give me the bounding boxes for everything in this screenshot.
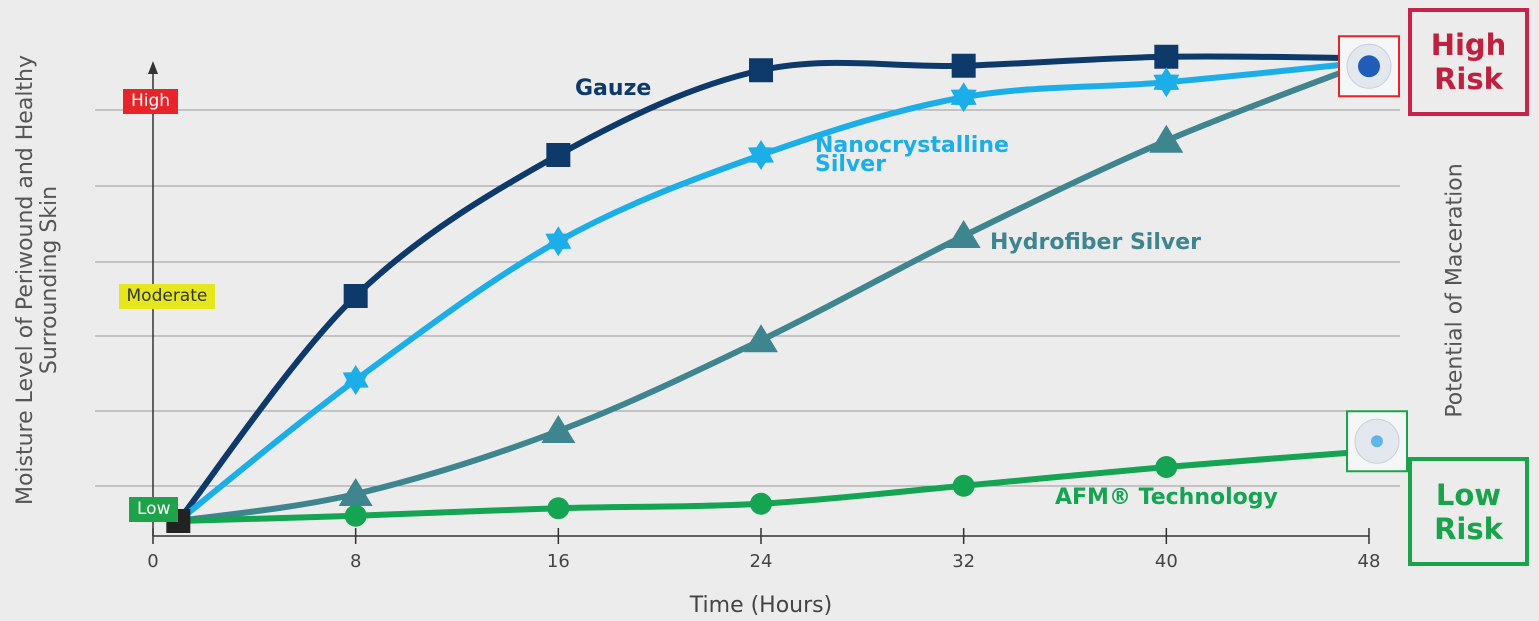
y-tick-label: Low (129, 497, 178, 522)
x-tick-label: 24 (750, 551, 773, 572)
marker (748, 140, 774, 170)
marker (947, 220, 981, 248)
marker (750, 493, 772, 515)
series-label: Hydrofiber Silver (990, 230, 1201, 255)
dressing-icon-dot (1371, 435, 1383, 447)
marker (547, 497, 569, 519)
y-axis-arrow (148, 61, 158, 74)
marker (749, 58, 773, 82)
x-axis-title: Time (Hours) (689, 593, 832, 618)
marker (1155, 456, 1177, 478)
right-axis-title: Potential of Maceration (1443, 141, 1468, 441)
marker (546, 143, 570, 167)
x-tick-label: 8 (350, 551, 361, 572)
y-axis-title: Moisture Level of Periwound and Healthy … (14, 50, 62, 510)
series-label: Nanocrystalline Silver (815, 136, 1015, 174)
series-label: Gauze (575, 76, 651, 101)
high-risk-label: High Risk (1408, 8, 1529, 116)
low-risk-label: Low Risk (1408, 457, 1529, 566)
chart: 0 8 16 24 32 40 48 Time (Hours) Gauze Hydrofiber … (0, 0, 1539, 621)
dressing-icon-dot (1358, 55, 1380, 77)
y-tick-label: High (123, 89, 178, 114)
x-tick-label: 48 (1358, 551, 1381, 572)
series-label: AFM® Technology (1055, 485, 1278, 510)
x-tick-label: 16 (547, 551, 570, 572)
marker (545, 226, 571, 256)
y-tick-label: Moderate (119, 284, 216, 309)
plot: 0 8 16 24 32 40 48 Time (Hours) Gauze Hydrofiber … (0, 0, 1539, 621)
x-tick-label: 40 (1155, 551, 1178, 572)
marker (344, 284, 368, 308)
marker (345, 505, 367, 527)
marker (744, 324, 778, 352)
x-tick-label: 32 (952, 551, 975, 572)
marker (952, 54, 976, 78)
marker (1154, 45, 1178, 69)
marker (953, 475, 975, 497)
x-tick-label: 0 (147, 551, 158, 572)
